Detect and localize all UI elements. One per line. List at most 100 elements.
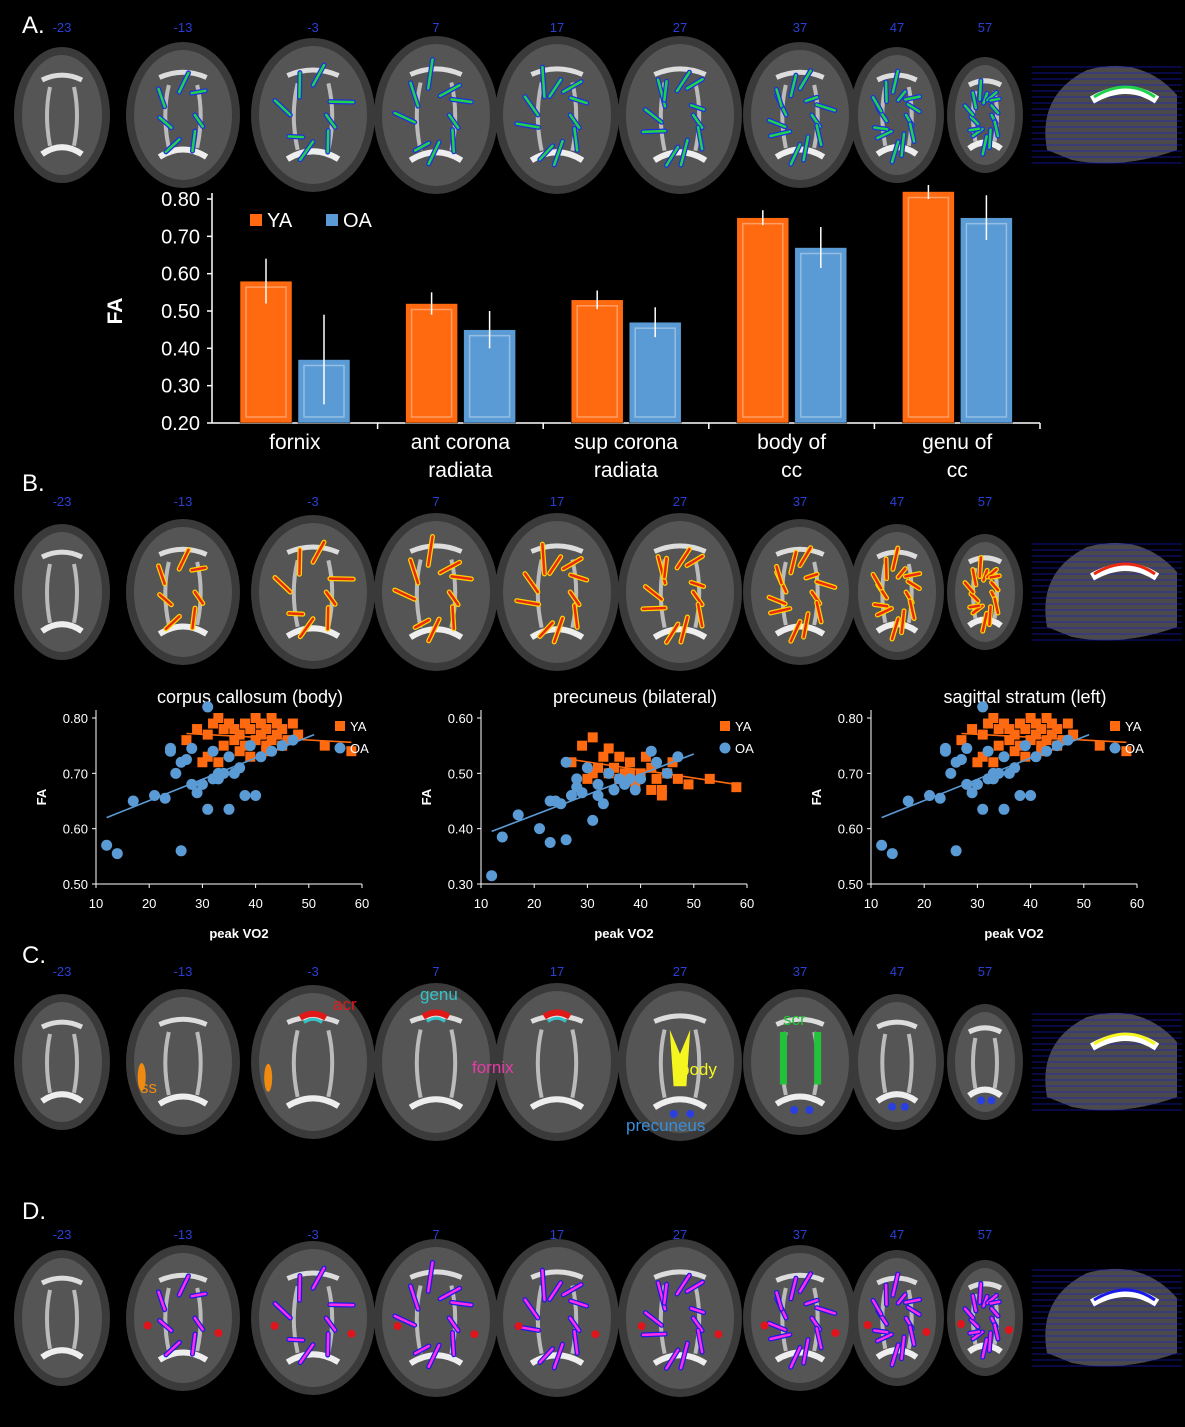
scatter-corpus-callosum: corpus callosum (body) 0.50 0.60 0.70 0.80 10… [34, 687, 369, 941]
legend-label: YA [350, 719, 367, 734]
axial-brain-slice [251, 38, 375, 192]
axial-brain-slice [495, 36, 619, 194]
data-point-ya [1041, 735, 1052, 746]
slice-number: -23 [52, 20, 72, 35]
data-point-ya [255, 718, 266, 729]
slice-number: 47 [889, 964, 905, 979]
legend-marker [334, 742, 346, 754]
trend-line-oa [881, 733, 1090, 819]
data-point-ya [1014, 718, 1025, 729]
data-point-ya [646, 784, 657, 795]
data-point-oa [191, 787, 203, 799]
data-point-ya [651, 773, 662, 784]
axial-brain-slice [14, 524, 110, 660]
data-point-oa [111, 848, 123, 860]
slice-number: 7 [432, 494, 440, 509]
x-axis-label: peak VO2 [209, 926, 268, 941]
y-tick-label: 0.60 [448, 711, 473, 726]
data-point-ya [1062, 718, 1073, 729]
axial-brain-slice [618, 513, 742, 671]
legend-marker [720, 721, 730, 731]
legend-label: YA [1125, 719, 1142, 734]
data-point-ya [656, 784, 667, 795]
data-point-ya [245, 724, 256, 735]
slice-number: -13 [173, 964, 193, 979]
data-point-ya [250, 735, 261, 746]
x-tick-label: 20 [527, 896, 541, 911]
slice-number: 17 [549, 20, 565, 35]
x-category-label: ant corona [411, 431, 511, 454]
slice-number: 57 [977, 20, 993, 35]
slice-number: -23 [52, 494, 72, 509]
data-point-oa [244, 740, 256, 752]
bar-ya [239, 280, 293, 424]
y-tick-label: 0.60 [63, 822, 88, 837]
data-point-oa [608, 784, 620, 796]
data-point-ya [1052, 724, 1063, 735]
y-tick-label: 0.80 [161, 189, 200, 211]
slice-number: 37 [792, 494, 808, 509]
data-point-ya [1009, 729, 1020, 740]
data-point-ya [603, 743, 614, 754]
region-label-scr: scr [783, 1010, 806, 1029]
x-tick-label: 20 [142, 896, 156, 911]
data-point-ya [192, 724, 203, 735]
axial-brain-slice [850, 524, 944, 660]
x-tick-label: 10 [474, 896, 488, 911]
legend-marker [719, 742, 731, 754]
sagittal-brain-slice [1032, 65, 1182, 164]
data-point-ya [972, 757, 983, 768]
data-point-oa [186, 742, 198, 754]
slice-number: -3 [307, 964, 319, 979]
region-label-genu: genu [420, 985, 458, 1004]
data-point-ya [672, 773, 683, 784]
data-point-oa [645, 745, 657, 757]
data-point-oa [939, 745, 951, 757]
legend-marker [1109, 742, 1121, 754]
data-point-ya [245, 751, 256, 762]
axial-brain-slice [251, 985, 375, 1139]
data-point-ya [988, 713, 999, 723]
axial-brain-slice [947, 1260, 1023, 1376]
slice-number: 17 [549, 1227, 565, 1242]
y-tick-label: 0.30 [161, 376, 200, 398]
axial-brain-slice [618, 1239, 742, 1397]
y-axis-label: FA [34, 788, 49, 805]
axial-brain-slice [374, 1239, 498, 1397]
x-category-label: cc [947, 459, 968, 480]
y-tick-label: 0.50 [448, 766, 473, 781]
data-point-ya [224, 718, 234, 729]
data-point-ya [999, 718, 1009, 729]
data-point-oa [196, 778, 208, 790]
slice-number: 27 [672, 494, 688, 509]
data-point-ya [250, 713, 261, 723]
sagittal-brain-slice [1032, 542, 1182, 641]
region-label-ss: ss [140, 1078, 157, 1097]
data-point-oa [571, 773, 583, 785]
panel-label-c: C. [22, 942, 46, 969]
data-point-oa [202, 803, 214, 815]
data-point-ya [261, 740, 272, 751]
slice-number: 27 [672, 1227, 688, 1242]
slice-number: 7 [432, 20, 440, 35]
data-point-ya [293, 729, 304, 740]
slice-number: 7 [432, 964, 440, 979]
data-point-ya [229, 735, 240, 746]
data-point-oa [950, 845, 962, 857]
data-point-oa [587, 814, 599, 826]
y-tick-label: 0.60 [161, 264, 200, 286]
data-point-ya [218, 724, 229, 735]
axial-brain-slice [14, 994, 110, 1130]
panel-label-d: D. [22, 1198, 46, 1225]
data-point-ya [983, 718, 994, 729]
x-category-label: cc [781, 459, 802, 480]
data-point-ya [1036, 724, 1047, 735]
data-point-ya [1009, 746, 1020, 757]
region-label-body: body [680, 1060, 717, 1079]
data-point-oa [175, 845, 187, 857]
trend-line-ya [571, 758, 737, 786]
data-point-oa [164, 745, 176, 757]
data-point-oa [977, 701, 989, 713]
axial-brain-slice [374, 36, 498, 194]
data-point-oa [239, 789, 251, 801]
